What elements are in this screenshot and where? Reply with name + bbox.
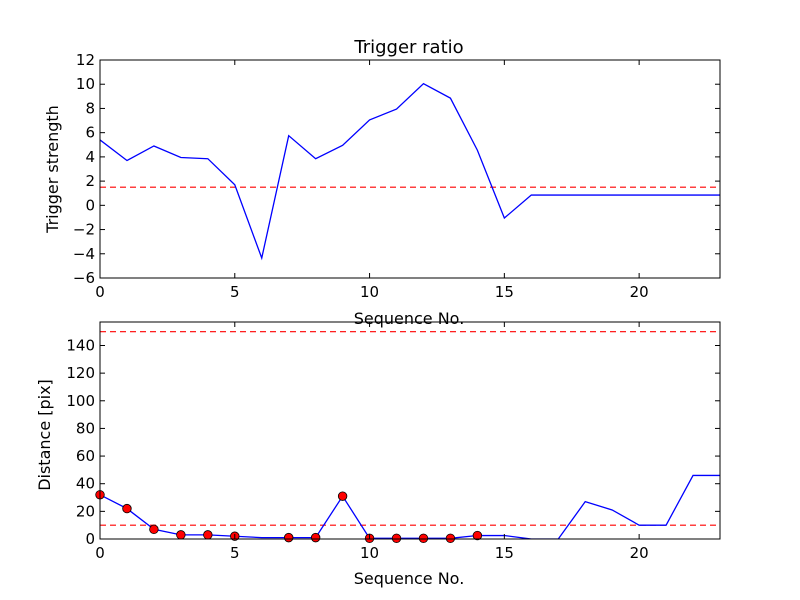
data-point	[283, 532, 294, 543]
y-axis-label: Distance [pix]	[35, 379, 54, 491]
y-tick-label: −2	[73, 221, 95, 239]
y-tick-label: 10	[76, 75, 95, 93]
y-tick-label: 120	[66, 364, 95, 382]
data-point	[337, 491, 348, 501]
y-axis-label: Trigger strength	[43, 105, 62, 234]
distance-plot-area: 0 5 10 15 20 0 20 40 60 80 100 120 140	[66, 321, 721, 562]
y-tick-label: 4	[85, 148, 95, 166]
y-tick-label: 20	[76, 502, 95, 520]
x-tick-label: 0	[95, 544, 105, 562]
x-tick-label: 0	[95, 283, 105, 301]
trigger-ratio-chart: Trigger ratio 0 5 10 15 20 −6 −4 −2 0 2 4 6 8 10 12 Se…	[43, 37, 721, 328]
data-layer	[100, 82, 720, 261]
x-axis-label: Sequence No.	[354, 569, 465, 588]
data-point	[418, 533, 429, 544]
y-tick-label: 12	[76, 51, 95, 69]
y-tick-label: 0	[85, 196, 95, 214]
data-point	[310, 532, 321, 543]
y-tick-label: −4	[73, 245, 95, 263]
y-tick-label: 100	[66, 392, 95, 410]
series-line	[100, 82, 720, 261]
data-point	[149, 524, 159, 535]
data-point	[203, 530, 213, 540]
y-tick-label: 6	[85, 124, 95, 142]
y-tick-label: 40	[76, 475, 95, 493]
y-tick-label: −6	[73, 269, 95, 287]
plot-frame	[99, 59, 721, 279]
y-tick-label: 2	[85, 172, 95, 190]
data-point	[122, 503, 132, 514]
x-tick-label: 5	[230, 283, 240, 301]
y-tick-label: 80	[76, 419, 95, 437]
y-tick-label: 140	[66, 336, 95, 354]
x-tick-label: 20	[630, 544, 649, 562]
x-tick-label: 20	[630, 283, 649, 301]
y-tick-label: 0	[85, 530, 95, 548]
x-axis-label: Sequence No.	[354, 309, 465, 328]
data-point	[176, 530, 186, 540]
x-tick-label: 5	[230, 544, 240, 562]
data-point	[391, 533, 402, 544]
y-tick-label: 8	[85, 99, 95, 117]
x-tick-label: 10	[360, 283, 379, 301]
x-tick-label: 15	[495, 544, 514, 562]
x-tick-label: 15	[495, 283, 514, 301]
x-tick-label: 10	[360, 544, 379, 562]
y-tick-label: 60	[76, 447, 95, 465]
trigger-ratio-plot-area: 0 5 10 15 20 −6 −4 −2 0 2 4 6 8 10 12	[73, 51, 721, 301]
plot-frame	[99, 321, 721, 540]
data-point	[472, 530, 483, 541]
data-point	[445, 533, 456, 544]
chart-title: Trigger ratio	[353, 37, 463, 58]
